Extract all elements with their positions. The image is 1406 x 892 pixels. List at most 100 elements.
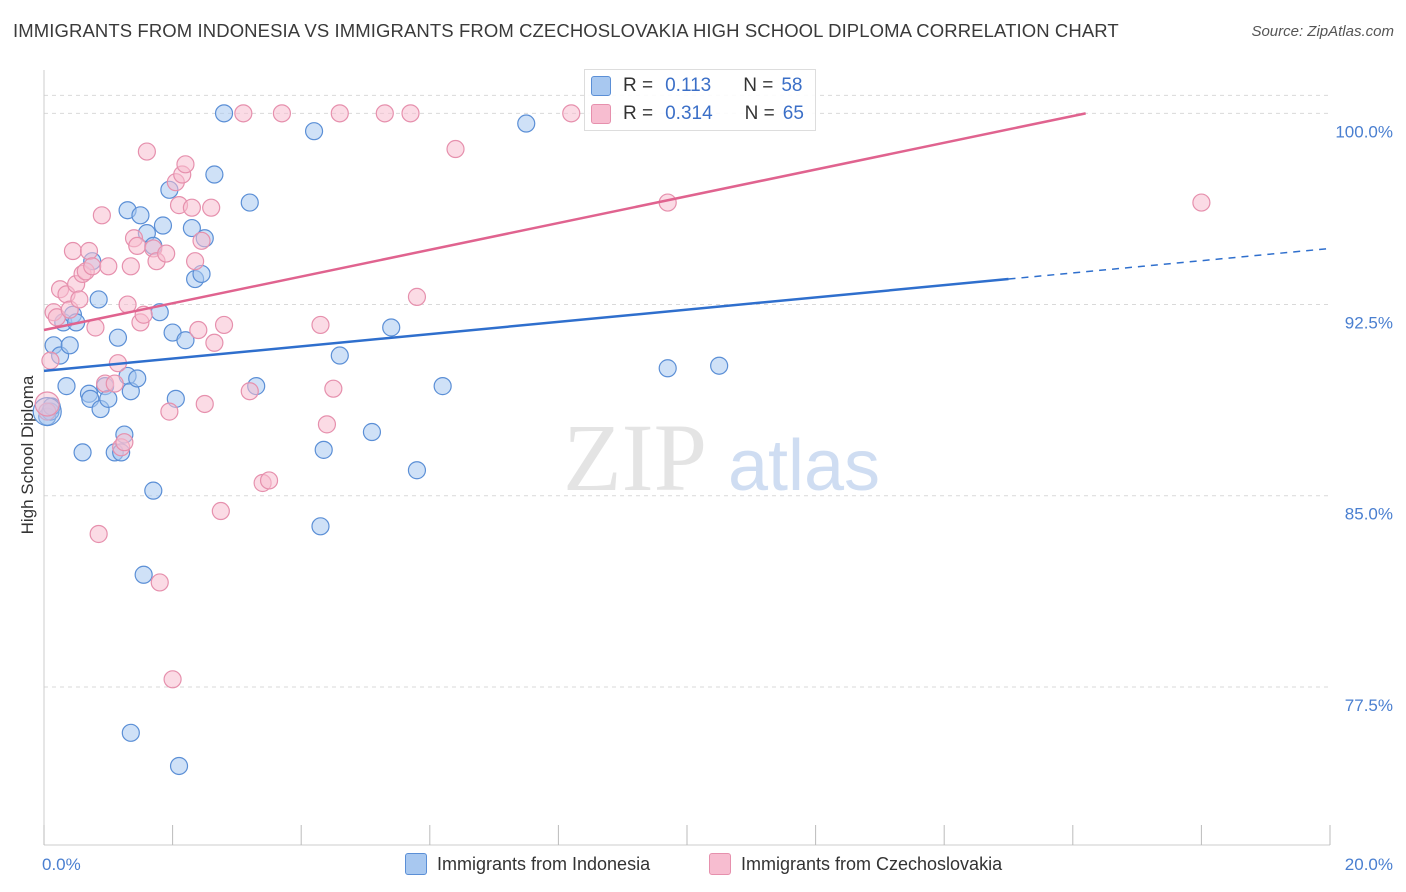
czechoslovakia-point <box>70 290 89 309</box>
czechoslovakia-point <box>137 142 156 161</box>
czechoslovakia-point <box>202 198 221 217</box>
source-credit: Source: ZipAtlas.com <box>1251 23 1394 40</box>
czechoslovakia-point <box>214 315 234 335</box>
czechoslovakia-point <box>259 471 279 490</box>
y-tick-label: 77.5% <box>1345 696 1393 715</box>
czechoslovakia-point <box>317 415 337 434</box>
legend-swatch-indonesia <box>405 853 427 875</box>
stats-legend: R = 0.113 N = 58 R = 0.314 N = 65 <box>584 69 816 131</box>
indonesia-point <box>214 104 234 123</box>
legend-n-label: N = <box>744 103 775 124</box>
czechoslovakia-point <box>324 379 343 398</box>
czechoslovakia-point <box>562 104 581 123</box>
czechoslovakia-point <box>121 257 140 276</box>
x-tick-label: 0.0% <box>42 855 81 874</box>
indonesia-trend-extension <box>1008 247 1331 280</box>
czechoslovakia-point <box>1192 193 1211 212</box>
indonesia-point <box>57 377 76 396</box>
indonesia-point <box>134 565 153 584</box>
legend-row-czechoslovakia: R = 0.314 N = 65 <box>591 102 804 126</box>
chart-title: IMMIGRANTS FROM INDONESIA VS IMMIGRANTS … <box>13 20 1119 41</box>
tick-labels: 77.5% 85.0% 92.5% 100.0% 0.0% 20.0% <box>42 122 1393 874</box>
indonesia-point <box>311 517 330 536</box>
indonesia-point <box>128 369 147 388</box>
indonesia-point <box>517 114 536 133</box>
y-tick-label: 85.0% <box>1345 505 1393 524</box>
czechoslovakia-point <box>186 252 205 271</box>
legend-r-label: R = <box>623 103 654 124</box>
czechoslovakia-point <box>83 257 102 276</box>
czechoslovakia-point <box>128 236 147 256</box>
indonesia-point <box>314 440 333 459</box>
gridlines <box>44 94 1330 688</box>
czechoslovakia-point <box>240 382 259 401</box>
czechoslovakia-point <box>195 394 214 414</box>
czechoslovakia-point <box>192 231 211 250</box>
axes <box>43 70 1331 846</box>
czechoslovakia-point <box>176 155 195 174</box>
indonesia-point <box>99 389 118 408</box>
legend-n-value: 65 <box>782 103 804 124</box>
indonesia-point <box>658 359 677 378</box>
czechoslovakia-point <box>115 433 134 452</box>
legend-label-indonesia: Immigrants from Indonesia <box>437 853 651 874</box>
legend-r-value: 0.113 <box>665 75 712 96</box>
indonesia-point <box>108 328 128 347</box>
czechoslovakia-point <box>79 241 99 261</box>
czechoslovakia-point <box>375 104 394 123</box>
trend-lines <box>43 112 1331 373</box>
indonesia-trend-line <box>43 277 1009 373</box>
indonesia-point <box>32 397 62 427</box>
x-tick-label: 20.0% <box>1345 855 1393 874</box>
legend-n-label: N = <box>743 75 774 96</box>
czechoslovakia-point <box>234 104 253 123</box>
legend-r-value: 0.314 <box>665 103 713 124</box>
legend-n-value: 58 <box>781 75 803 96</box>
legend-label-czechoslovakia: Immigrants from Czechoslovakia <box>741 853 1003 874</box>
legend-swatch-indonesia <box>591 76 611 96</box>
czechoslovakia-point <box>160 402 179 421</box>
czechoslovakia-point <box>34 391 60 417</box>
czechoslovakia-point <box>41 351 60 370</box>
indonesia-point <box>153 216 173 235</box>
czechoslovakia-point <box>311 315 330 335</box>
czechoslovakia-point <box>182 198 201 217</box>
czechoslovakia-point <box>163 670 182 689</box>
czechoslovakia-point <box>89 524 108 544</box>
indonesia-point <box>710 356 729 375</box>
indonesia-point <box>121 723 140 742</box>
czechoslovakia-point <box>330 104 349 123</box>
indonesia-point <box>330 346 349 365</box>
czechoslovakia-point <box>157 244 176 263</box>
watermark-atlas: atlas <box>728 426 880 506</box>
indonesia-point <box>60 336 79 355</box>
czechoslovakia-point <box>189 320 208 340</box>
series-legend-indonesia: Immigrants from Indonesia <box>405 852 650 876</box>
czechoslovakia-point <box>446 139 465 159</box>
indonesia-point <box>144 481 163 500</box>
indonesia-point <box>304 122 324 141</box>
legend-row-indonesia: R = 0.113 N = 58 <box>591 74 803 98</box>
legend-swatch-czechoslovakia <box>591 104 611 124</box>
czechoslovakia-point <box>99 257 118 276</box>
series-legend-czechoslovakia: Immigrants from Czechoslovakia <box>709 852 1002 876</box>
indonesia-point <box>382 318 401 337</box>
watermark: ZIP atlas <box>563 404 880 511</box>
indonesia-point <box>89 290 108 309</box>
indonesia-point <box>176 331 195 350</box>
czechoslovakia-point <box>63 241 83 261</box>
indonesia-point <box>205 165 224 184</box>
czechoslovakia-point <box>272 104 292 123</box>
watermark-zip: ZIP <box>563 404 707 511</box>
y-tick-label: 100.0% <box>1335 122 1393 141</box>
indonesia-point <box>240 193 259 212</box>
czechoslovakia-trend-line <box>43 112 1086 332</box>
legend-r-label: R = <box>623 75 654 96</box>
czechoslovakia-point <box>150 573 169 592</box>
indonesia-point <box>407 461 427 480</box>
czechoslovakia-point <box>92 206 111 225</box>
indonesia-point <box>73 443 92 462</box>
czechoslovakia-point <box>401 104 420 123</box>
indonesia-point <box>182 218 201 238</box>
